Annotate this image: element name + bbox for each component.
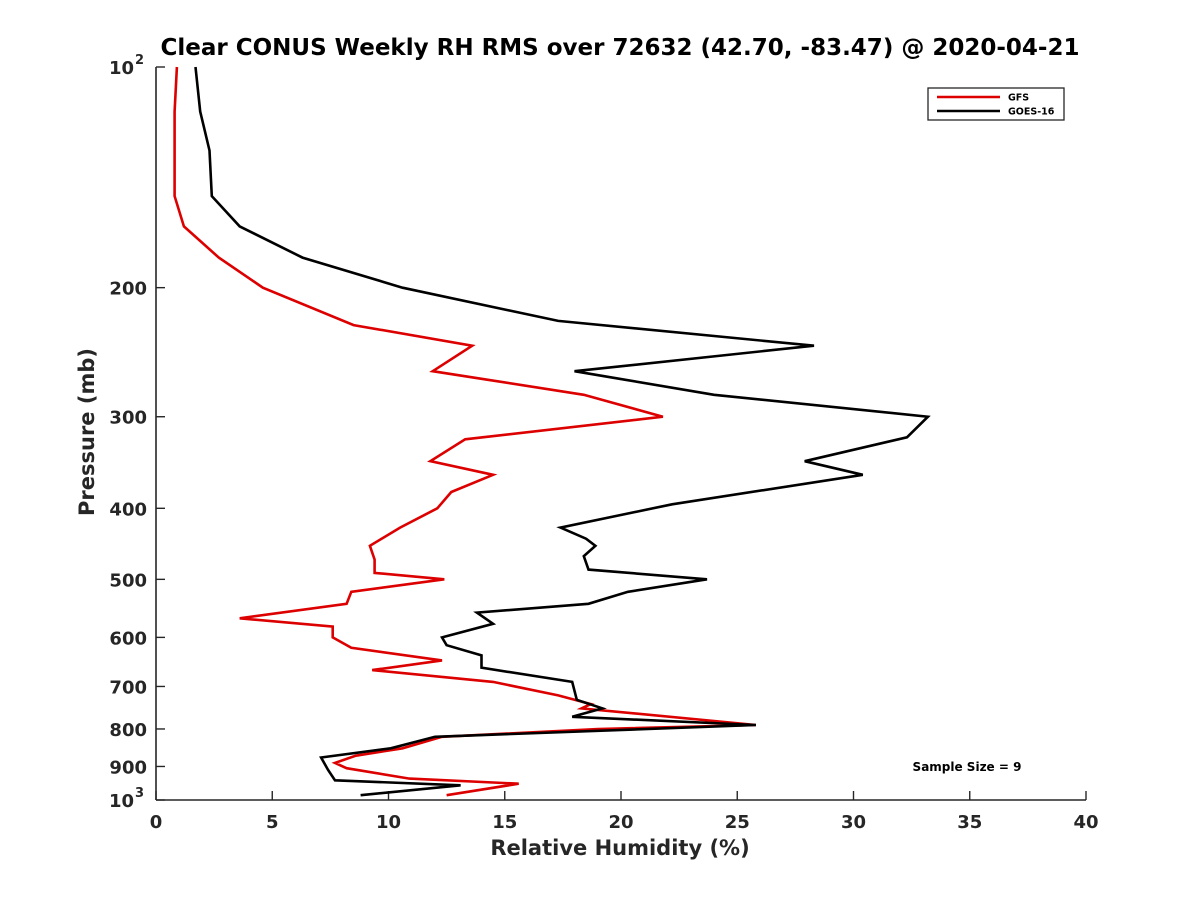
data-series bbox=[173, 66, 931, 797]
chart-title: Clear CONUS Weekly RH RMS over 72632 (42… bbox=[161, 35, 1080, 61]
y-tick-label: 900 bbox=[109, 757, 147, 778]
series-line-gfs bbox=[173, 66, 757, 797]
x-tick-label: 15 bbox=[492, 812, 517, 833]
y-tick-base: 10 bbox=[109, 791, 134, 812]
axes bbox=[155, 67, 1086, 801]
x-tick-label: 35 bbox=[957, 812, 982, 833]
legend-label: GFS bbox=[1008, 93, 1029, 104]
y-tick-label: 300 bbox=[109, 408, 147, 429]
x-tick-label: 10 bbox=[376, 812, 401, 833]
y-tick-label: 400 bbox=[109, 499, 147, 520]
y-tick-base: 10 bbox=[109, 58, 134, 79]
y-tick-label: 200 bbox=[109, 279, 147, 300]
y-axis-label: Pressure (mb) bbox=[75, 348, 99, 516]
y-tick-label: 700 bbox=[109, 677, 147, 698]
x-axis-label: Relative Humidity (%) bbox=[490, 836, 749, 860]
y-tick-exponent: 3 bbox=[135, 786, 144, 801]
legend: GFS GOES-16 bbox=[927, 87, 1065, 121]
y-tick-label-power: 10 3 bbox=[109, 786, 144, 812]
x-tick-label: 5 bbox=[266, 812, 279, 833]
legend-label: GOES-16 bbox=[1008, 107, 1055, 118]
y-tick-label-power: 10 2 bbox=[109, 53, 144, 79]
y-tick-label: 600 bbox=[109, 628, 147, 649]
y-tick-label: 800 bbox=[109, 720, 147, 741]
y-tick-exponent: 2 bbox=[135, 53, 144, 68]
x-tick-label: 0 bbox=[150, 812, 163, 833]
series-line-goes-16 bbox=[194, 66, 931, 797]
x-tick-label: 20 bbox=[608, 812, 633, 833]
legend-box bbox=[927, 87, 1065, 121]
x-tick-label: 30 bbox=[841, 812, 866, 833]
x-axis-ticks: 0 5 10 15 20 25 30 35 40 bbox=[150, 791, 1099, 833]
sample-size-annotation: Sample Size = 9 bbox=[913, 760, 1022, 774]
x-tick-label: 40 bbox=[1073, 812, 1098, 833]
y-tick-label: 500 bbox=[109, 570, 147, 591]
x-tick-label: 25 bbox=[725, 812, 750, 833]
